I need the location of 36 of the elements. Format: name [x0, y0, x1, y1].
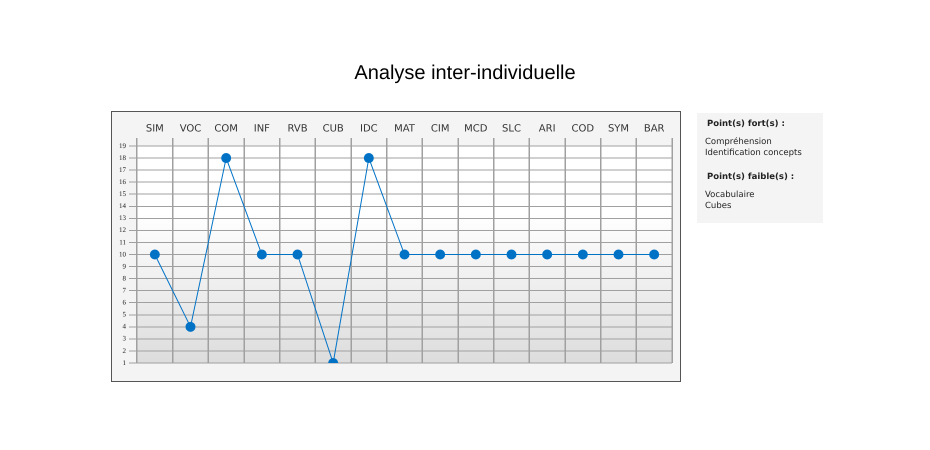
- point: [506, 250, 516, 260]
- x-tick-label: SIM: [146, 124, 164, 135]
- point: [614, 250, 624, 260]
- point: [186, 322, 196, 332]
- point: [221, 153, 232, 164]
- point: [400, 250, 410, 260]
- x-tick-label: VOC: [180, 124, 202, 135]
- text: Identification concepts: [704, 148, 803, 158]
- text: Vocabulaire: [704, 190, 756, 200]
- point: [542, 250, 552, 260]
- point: [256, 250, 267, 260]
- x-tick-label: CIM: [430, 124, 450, 135]
- text: Compréhension: [704, 137, 773, 147]
- x-tick-label: IDC: [360, 124, 378, 135]
- x-tick-label: MAT: [394, 124, 416, 135]
- text: Point(s) fort(s) :: [706, 119, 786, 129]
- x-tick-label: RVB: [287, 124, 308, 135]
- point: [435, 250, 446, 260]
- x-tick-label: MCD: [464, 124, 488, 135]
- point: [649, 250, 660, 260]
- point: [578, 250, 588, 260]
- x-tick-label: ARI: [538, 124, 556, 135]
- point: [150, 250, 160, 260]
- x-tick-label: INF: [254, 124, 270, 135]
- x-tick-label: BAR: [644, 124, 665, 135]
- point: [470, 250, 481, 260]
- text: Point(s) faible(s) :: [706, 172, 796, 182]
- point: [364, 153, 374, 164]
- x-tick-label: SLC: [502, 124, 521, 135]
- x-tick-label: CUB: [322, 124, 344, 135]
- text: Cubes: [704, 201, 732, 211]
- x-tick-label: COD: [572, 124, 594, 135]
- point: [292, 250, 302, 260]
- x-tick-label: SYM: [608, 124, 630, 135]
- chart-title: Analyse inter-individuelle: [353, 62, 577, 85]
- x-tick-label: COM: [214, 124, 238, 135]
